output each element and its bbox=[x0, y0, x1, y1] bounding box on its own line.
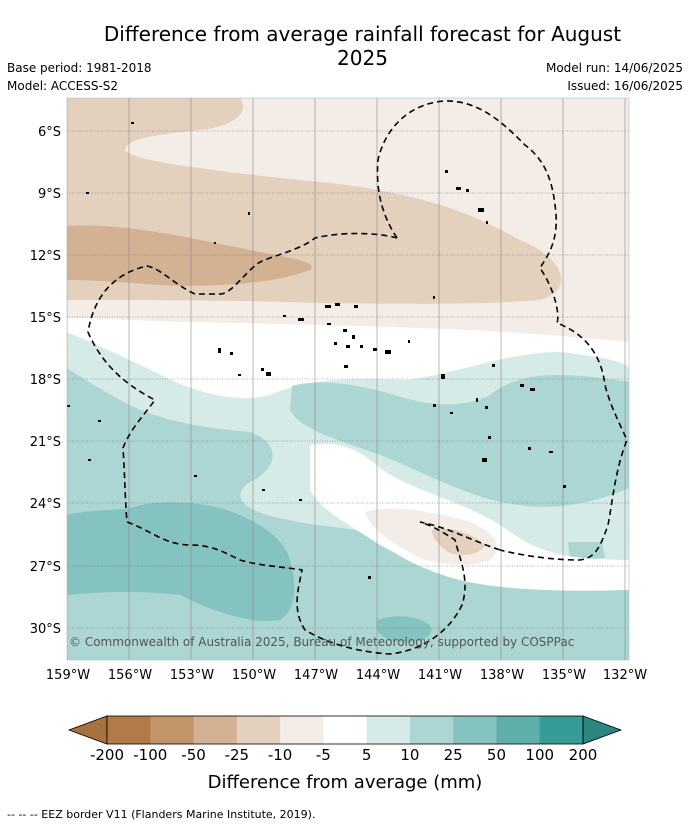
colorbar-arrow-left bbox=[67, 715, 108, 745]
lat-label: 15°S bbox=[30, 311, 61, 326]
eez-footnote: -- -- -- EEZ border V11 (Flanders Marine… bbox=[7, 808, 316, 821]
lon-label: 132°W bbox=[603, 668, 647, 683]
meta-left: Base period: 1981-2018 Model: ACCESS-S2 bbox=[7, 59, 152, 95]
model-name: Model: ACCESS-S2 bbox=[7, 79, 119, 93]
lon-label: 138°W bbox=[480, 668, 524, 683]
copyright-text: © Commonwealth of Australia 2025, Bureau… bbox=[69, 635, 574, 649]
lon-label: 135°W bbox=[542, 668, 586, 683]
eez-border-marquesas bbox=[376, 100, 628, 561]
colorbar-tick-label: -25 bbox=[225, 746, 250, 764]
colorbar-segment bbox=[496, 716, 541, 744]
colorbar-tick-label: -100 bbox=[133, 746, 167, 764]
lat-label: 9°S bbox=[38, 187, 61, 202]
colorbar-outline bbox=[106, 715, 584, 745]
lat-label: 24°S bbox=[30, 497, 61, 512]
lat-label: 18°S bbox=[30, 373, 61, 388]
map-title: Difference from average rainfall forecas… bbox=[103, 22, 622, 70]
issued-date: Issued: 16/06/2025 bbox=[567, 79, 683, 93]
wet-area-strong-east bbox=[376, 616, 432, 643]
colorbar-title: Difference from average (mm) bbox=[208, 772, 483, 793]
wet-patch-east bbox=[568, 542, 605, 560]
lon-label: 153°W bbox=[170, 668, 214, 683]
colorbar-tick-label: 10 bbox=[400, 746, 419, 764]
colorbar-segment bbox=[453, 716, 497, 744]
colorbar bbox=[67, 715, 623, 745]
wet-area-strong bbox=[67, 502, 295, 621]
lat-label: 27°S bbox=[30, 560, 61, 575]
colorbar-tick-label: 5 bbox=[362, 746, 372, 764]
colorbar-segment bbox=[107, 716, 151, 744]
parallels bbox=[67, 130, 629, 629]
lat-labels: 6°S 9°S 12°S 15°S 18°S 21°S 24°S 27°S 30… bbox=[30, 125, 61, 637]
lon-labels: 159°W 156°W 153°W 150°W 147°W 144°W 141°… bbox=[46, 668, 647, 683]
colorbar-segment bbox=[409, 716, 454, 744]
eez-borders bbox=[87, 100, 628, 655]
islands bbox=[67, 122, 566, 579]
map-frame bbox=[66, 97, 630, 661]
colorbar-tick-label: 100 bbox=[525, 746, 554, 764]
colorbar-tick-label: 50 bbox=[487, 746, 506, 764]
eez-border-cook-islands bbox=[87, 232, 501, 655]
lat-label: 12°S bbox=[30, 249, 61, 264]
colorbar-segment bbox=[539, 716, 584, 744]
colorbar-segment bbox=[280, 716, 324, 744]
meta-right: Model run: 14/06/2025 Issued: 16/06/2025 bbox=[546, 59, 683, 95]
colorbar-tick-label: 200 bbox=[569, 746, 598, 764]
base-period: Base period: 1981-2018 bbox=[7, 61, 152, 75]
dry-pocket-tan bbox=[432, 528, 485, 556]
lon-label: 147°W bbox=[294, 668, 338, 683]
colorbar-segment bbox=[236, 716, 281, 744]
colorbar-tick-label: -10 bbox=[268, 746, 293, 764]
colorbar-arrow-right bbox=[582, 715, 623, 745]
lat-label: 30°S bbox=[30, 622, 61, 637]
lon-label: 141°W bbox=[418, 668, 462, 683]
colorbar-tick-label: 25 bbox=[444, 746, 463, 764]
lat-label: 6°S bbox=[38, 125, 61, 140]
colorbar-segment bbox=[193, 716, 238, 744]
colorbar-tick-label: -5 bbox=[316, 746, 331, 764]
rainfall-map: © Commonwealth of Australia 2025, Bureau… bbox=[67, 98, 629, 660]
colorbar-segment bbox=[150, 716, 195, 744]
dry-pocket bbox=[310, 443, 629, 591]
colorbar-segment bbox=[323, 716, 368, 744]
lat-label: 21°S bbox=[30, 435, 61, 450]
lon-label: 150°W bbox=[232, 668, 276, 683]
lon-label: 159°W bbox=[46, 668, 90, 683]
lon-label: 144°W bbox=[356, 668, 400, 683]
model-run: Model run: 14/06/2025 bbox=[545, 61, 683, 75]
lon-label: 156°W bbox=[108, 668, 152, 683]
colorbar-tick-label: -200 bbox=[90, 746, 124, 764]
colorbar-segment bbox=[366, 716, 411, 744]
colorbar-ticks: -200 -100 -50 -25 -10 -5 5 10 25 50 100 200 bbox=[90, 746, 597, 764]
colorbar-tick-label: -50 bbox=[181, 746, 206, 764]
